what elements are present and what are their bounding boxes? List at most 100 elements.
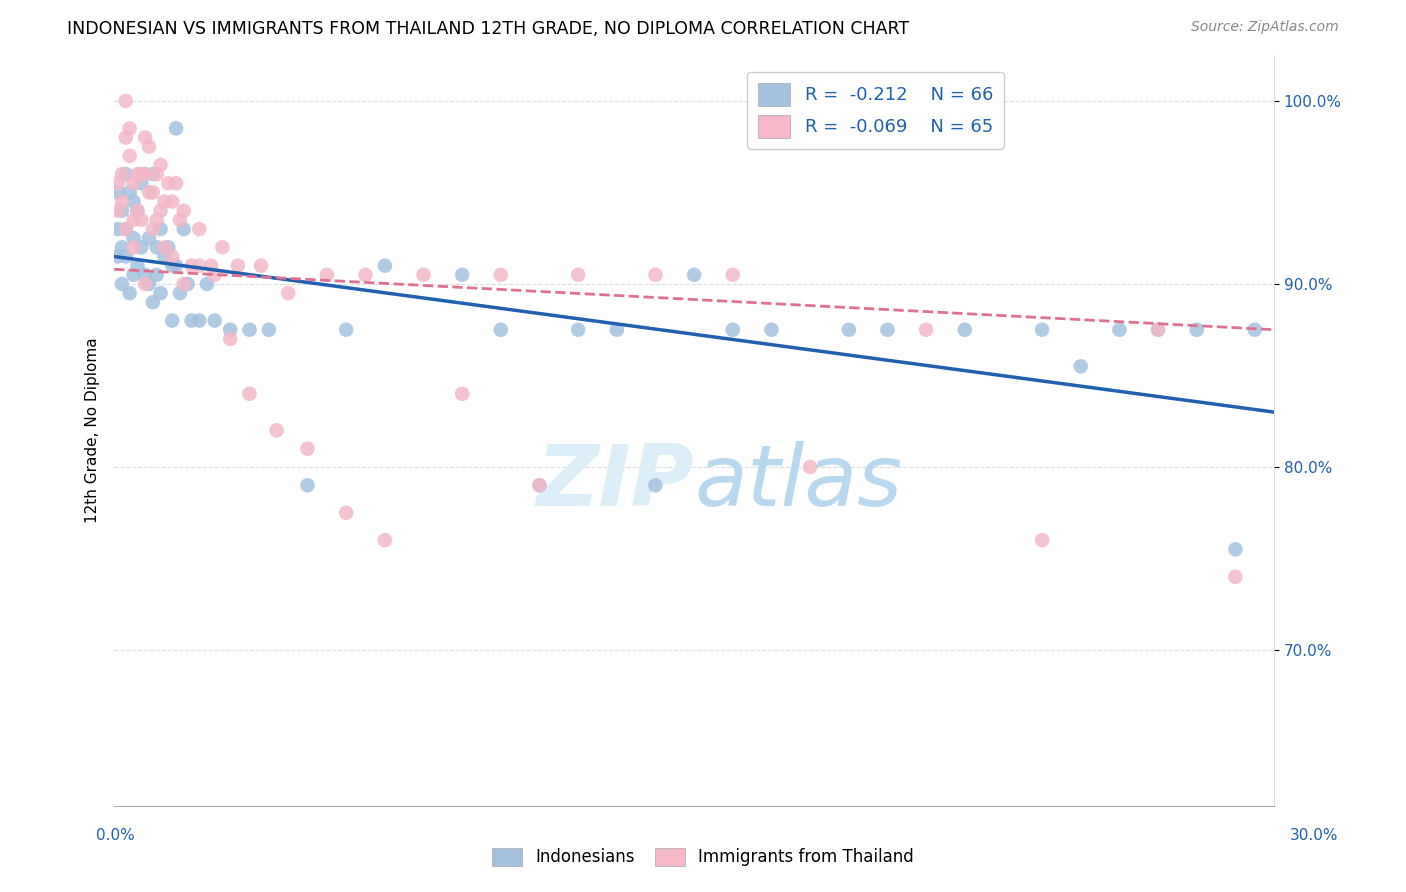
Point xyxy=(277,286,299,301)
Point xyxy=(176,277,198,291)
Point xyxy=(114,94,136,108)
Point xyxy=(1225,542,1247,557)
Point xyxy=(127,203,149,218)
Point xyxy=(1031,323,1053,337)
Point xyxy=(107,186,129,200)
Point xyxy=(180,313,202,327)
Point xyxy=(169,286,191,301)
Point xyxy=(107,250,129,264)
Point xyxy=(138,231,160,245)
Point xyxy=(111,203,134,218)
Point xyxy=(761,323,783,337)
Point xyxy=(799,460,821,475)
Point xyxy=(374,533,396,548)
Point xyxy=(160,313,183,327)
Point xyxy=(122,194,145,209)
Point xyxy=(160,259,183,273)
Point xyxy=(165,121,187,136)
Point xyxy=(160,194,183,209)
Point xyxy=(157,176,180,190)
Text: 0.0%: 0.0% xyxy=(96,828,135,843)
Point xyxy=(118,121,141,136)
Point xyxy=(238,323,260,337)
Point xyxy=(1031,533,1053,548)
Point xyxy=(204,313,226,327)
Point xyxy=(129,167,152,181)
Point xyxy=(195,277,218,291)
Point xyxy=(118,149,141,163)
Point xyxy=(1185,323,1208,337)
Point xyxy=(114,130,136,145)
Point xyxy=(529,478,551,492)
Point xyxy=(111,240,134,254)
Text: atlas: atlas xyxy=(695,442,903,524)
Point xyxy=(200,259,222,273)
Point xyxy=(129,176,152,190)
Point xyxy=(114,222,136,236)
Point xyxy=(111,194,134,209)
Point xyxy=(219,323,242,337)
Point xyxy=(567,268,589,282)
Point xyxy=(134,268,156,282)
Point xyxy=(127,167,149,181)
Legend: Indonesians, Immigrants from Thailand: Indonesians, Immigrants from Thailand xyxy=(485,841,921,873)
Point xyxy=(953,323,976,337)
Point xyxy=(721,268,744,282)
Point xyxy=(118,286,141,301)
Point xyxy=(127,259,149,273)
Point xyxy=(683,268,706,282)
Point xyxy=(149,222,172,236)
Point xyxy=(915,323,938,337)
Point xyxy=(644,268,666,282)
Point xyxy=(297,442,319,456)
Point xyxy=(412,268,434,282)
Point xyxy=(1070,359,1092,374)
Point xyxy=(114,222,136,236)
Point xyxy=(567,323,589,337)
Point xyxy=(122,231,145,245)
Point xyxy=(129,240,152,254)
Point xyxy=(169,213,191,227)
Point xyxy=(122,176,145,190)
Point xyxy=(107,222,129,236)
Point xyxy=(204,268,226,282)
Point xyxy=(111,167,134,181)
Point xyxy=(238,386,260,401)
Point xyxy=(165,259,187,273)
Point xyxy=(489,268,512,282)
Point xyxy=(122,213,145,227)
Point xyxy=(335,323,357,337)
Point xyxy=(160,250,183,264)
Point xyxy=(644,478,666,492)
Point xyxy=(529,478,551,492)
Point xyxy=(1108,323,1130,337)
Point xyxy=(354,268,377,282)
Point xyxy=(149,203,172,218)
Point xyxy=(138,186,160,200)
Point xyxy=(211,240,233,254)
Point xyxy=(188,313,211,327)
Point xyxy=(134,130,156,145)
Point xyxy=(129,213,152,227)
Point xyxy=(114,167,136,181)
Point xyxy=(134,277,156,291)
Point xyxy=(606,323,628,337)
Point xyxy=(138,139,160,153)
Point xyxy=(250,259,273,273)
Point xyxy=(219,332,242,346)
Point xyxy=(153,194,176,209)
Point xyxy=(134,167,156,181)
Point xyxy=(153,250,176,264)
Y-axis label: 12th Grade, No Diploma: 12th Grade, No Diploma xyxy=(86,337,100,524)
Point xyxy=(149,158,172,172)
Point xyxy=(257,323,280,337)
Point xyxy=(142,295,165,310)
Point xyxy=(145,213,167,227)
Point xyxy=(188,259,211,273)
Point xyxy=(122,240,145,254)
Point xyxy=(188,222,211,236)
Point xyxy=(145,240,167,254)
Point xyxy=(142,186,165,200)
Point xyxy=(226,259,249,273)
Point xyxy=(157,240,180,254)
